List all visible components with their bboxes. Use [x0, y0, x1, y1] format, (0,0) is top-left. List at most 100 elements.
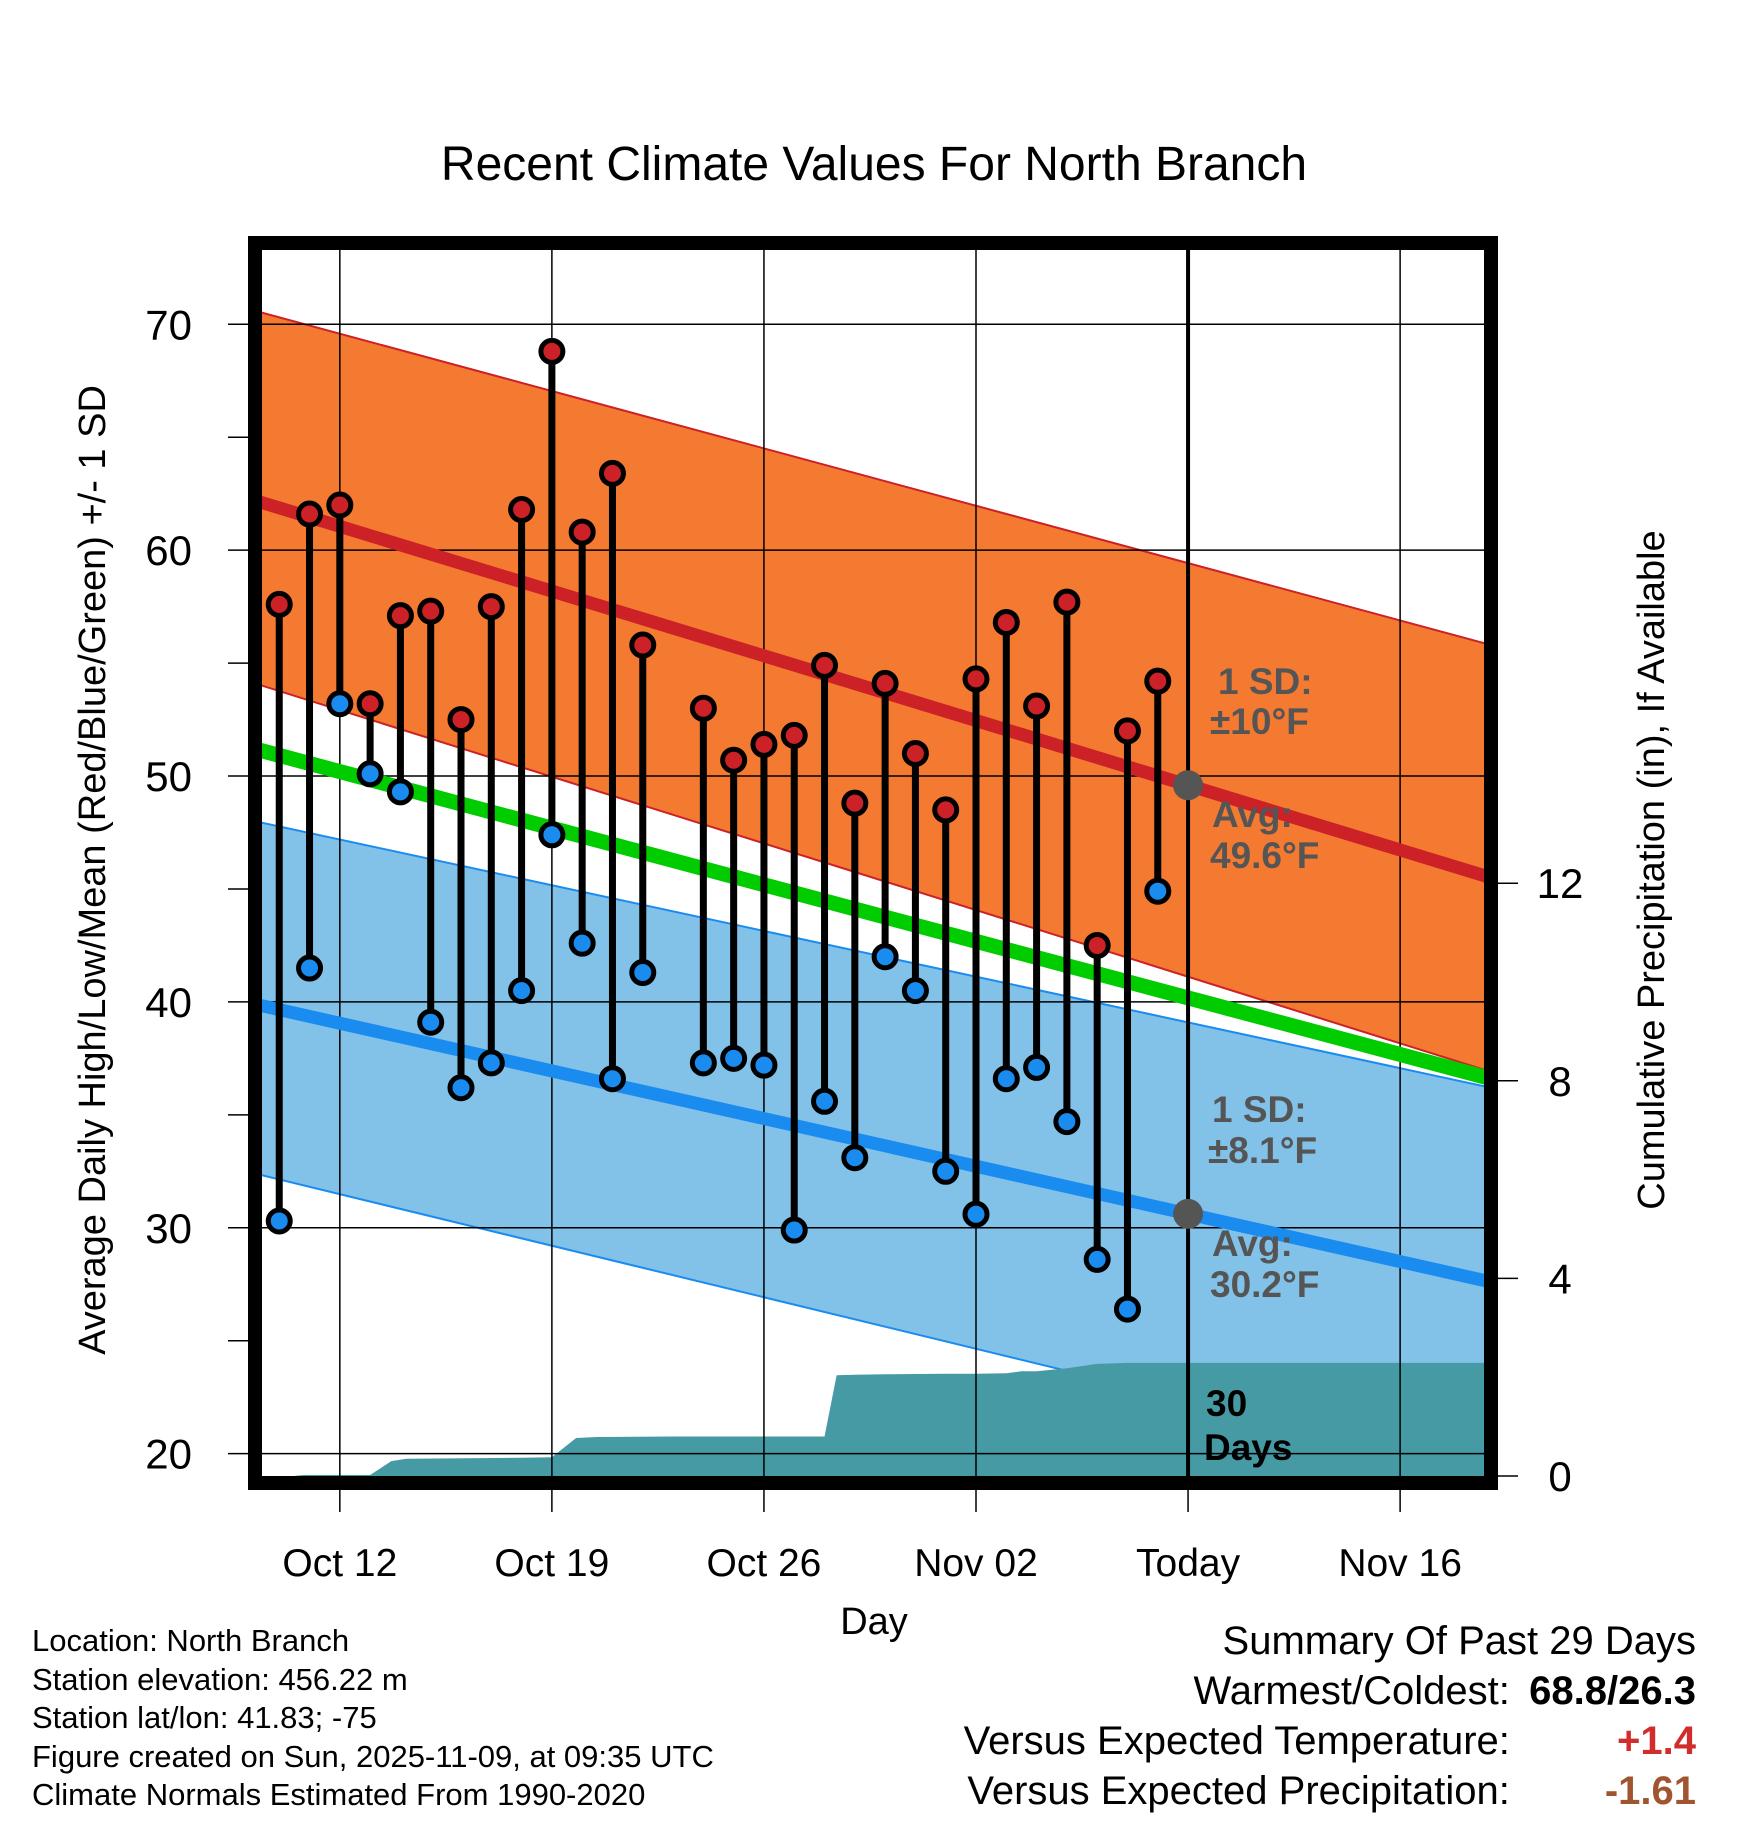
high-point	[901, 739, 929, 767]
high-point	[538, 337, 566, 365]
high-point	[689, 694, 717, 722]
low-point	[1144, 877, 1172, 905]
created-text: Figure created on Sun, 2025-11-09, at 09…	[32, 1738, 714, 1774]
x-tick-label: Oct 12	[282, 1542, 397, 1585]
warm-cold-value: 68.8/26.3	[1529, 1669, 1696, 1713]
low-point	[1053, 1108, 1081, 1136]
low-point	[568, 929, 596, 957]
low-avg-label: Avg:	[1212, 1223, 1293, 1264]
low-point	[841, 1144, 869, 1172]
station-info: Location: North Branch Station elevation…	[32, 1622, 714, 1815]
low-sd-label: 1 SD:	[1212, 1089, 1307, 1130]
temp-label: Versus Expected Temperature:	[963, 1719, 1510, 1763]
summary-temp: Versus Expected Temperature: +1.4	[964, 1716, 1696, 1766]
low-point	[901, 977, 929, 1005]
high-point	[841, 789, 869, 817]
high-avg-label: Avg:	[1212, 794, 1293, 835]
low-point	[629, 959, 657, 987]
low-point	[1113, 1295, 1141, 1323]
high-point	[508, 496, 536, 524]
high-point	[326, 491, 354, 519]
chart-title: Recent Climate Values For North Branch	[441, 138, 1307, 191]
low-point	[992, 1065, 1020, 1093]
warm-cold-label: Warmest/Coldest:	[1193, 1669, 1510, 1713]
high-point	[265, 590, 293, 618]
x-tick-label: Today	[1136, 1542, 1241, 1585]
low-point	[780, 1216, 808, 1244]
high-point	[811, 651, 839, 679]
y-axis-label-left: Average Daily High/Low/Mean (Red/Blue/Gr…	[72, 385, 114, 1355]
precip-label: Versus Expected Precipitation:	[967, 1769, 1510, 1813]
high-point	[356, 690, 384, 718]
high-sd-value: ±10°F	[1210, 701, 1309, 742]
high-point	[296, 500, 324, 528]
high-sd-label: 1 SD:	[1218, 661, 1313, 702]
high-avg-marker	[1173, 770, 1204, 801]
plot-frame	[248, 236, 1498, 1490]
x-tick-label: Nov 16	[1338, 1542, 1462, 1585]
high-point	[962, 665, 990, 693]
low-point	[356, 760, 384, 788]
low-avg-marker	[1173, 1198, 1204, 1229]
low-avg-value: 30.2°F	[1210, 1264, 1319, 1305]
high-point	[1053, 588, 1081, 616]
low-point	[265, 1207, 293, 1235]
summary-precip: Versus Expected Precipitation: -1.61	[964, 1766, 1696, 1816]
right-tick-label: 8	[1548, 1058, 1571, 1105]
left-tick-label: 50	[145, 753, 192, 800]
high-point	[1083, 931, 1111, 959]
high-point	[1023, 692, 1051, 720]
y-axis-label-right: Cumulative Precipitation (in), If Availa…	[1631, 530, 1673, 1209]
low-point	[1023, 1053, 1051, 1081]
low-point	[477, 1049, 505, 1077]
low-point	[417, 1008, 445, 1036]
days-word: Days	[1204, 1427, 1292, 1468]
right-tick-label: 4	[1548, 1255, 1571, 1302]
left-tick-label: 20	[145, 1431, 192, 1478]
low-point	[447, 1074, 475, 1102]
summary-panel: Summary Of Past 29 Days Warmest/Coldest:…	[964, 1616, 1696, 1816]
high-point	[871, 669, 899, 697]
high-point	[932, 796, 960, 824]
low-point	[538, 821, 566, 849]
high-point	[568, 518, 596, 546]
high-point	[780, 721, 808, 749]
low-point	[962, 1200, 990, 1228]
high-point	[598, 459, 626, 487]
high-point	[1113, 717, 1141, 745]
low-point	[508, 977, 536, 1005]
elevation-text: Station elevation: 456.22 m	[32, 1661, 408, 1697]
temp-value: +1.4	[1617, 1719, 1696, 1763]
low-point	[811, 1087, 839, 1115]
high-point	[417, 597, 445, 625]
low-point	[1083, 1245, 1111, 1273]
normals-text: Climate Normals Estimated From 1990-2020	[32, 1777, 646, 1812]
high-avg-value: 49.6°F	[1210, 835, 1319, 876]
precip-area	[262, 1362, 1484, 1476]
high-plus-sd-edge	[262, 311, 1484, 645]
low-point	[750, 1051, 778, 1079]
x-axis-label: Day	[840, 1601, 908, 1643]
left-tick-label: 70	[145, 301, 192, 348]
low-point	[598, 1065, 626, 1093]
high-point	[629, 631, 657, 659]
low-point	[871, 943, 899, 971]
low-point	[326, 690, 354, 718]
low-point	[720, 1044, 748, 1072]
x-tick-label: Oct 19	[494, 1542, 609, 1585]
low-point	[689, 1049, 717, 1077]
annotations: 1 SD: ±10°F Avg: 49.6°F 1 SD: ±8.1°F Avg…	[1204, 661, 1319, 1468]
left-tick-label: 60	[145, 527, 192, 574]
summary-title: Summary Of Past 29 Days	[1222, 1619, 1696, 1663]
low-sd-value: ±8.1°F	[1208, 1130, 1317, 1171]
high-point	[447, 706, 475, 734]
latlon-text: Station lat/lon: 41.83; -75	[32, 1700, 377, 1735]
high-point	[720, 746, 748, 774]
days-number: 30	[1206, 1383, 1247, 1424]
precip-value: -1.61	[1604, 1769, 1696, 1813]
low-point	[932, 1157, 960, 1185]
x-tick-label: Oct 26	[706, 1542, 821, 1585]
high-point	[386, 602, 414, 630]
high-point	[477, 593, 505, 621]
